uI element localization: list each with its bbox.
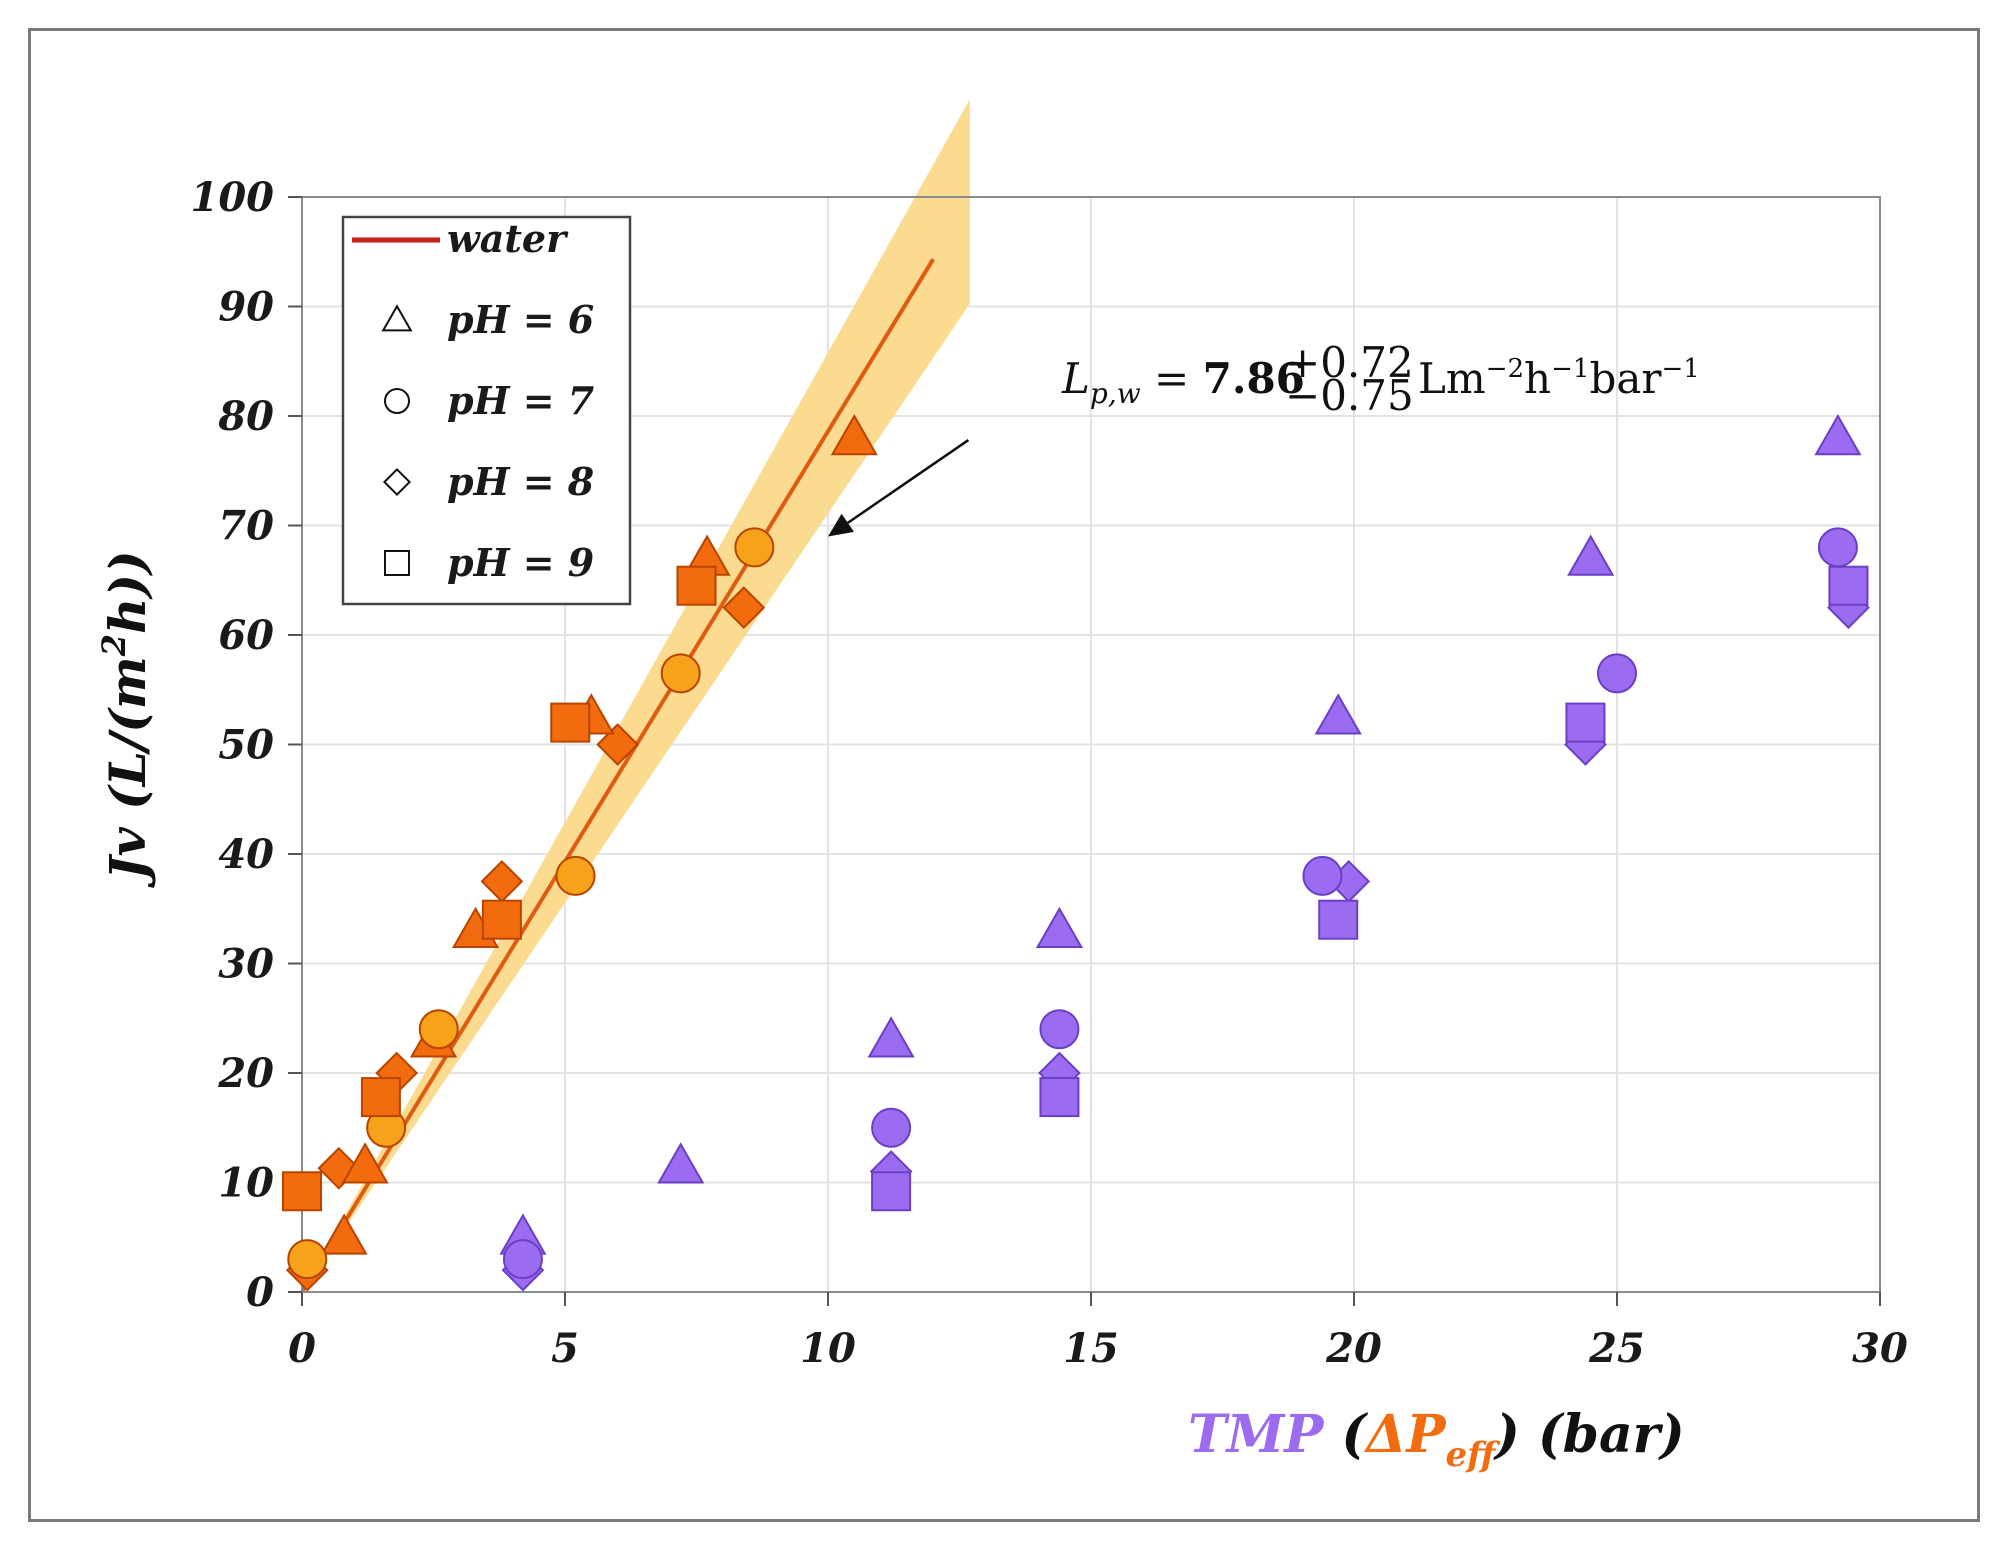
annotation-unit-exp1: −2 [1486,354,1524,384]
legend-marker-square [384,550,410,576]
x-tick-label-20: 20 [1325,1325,1382,1372]
point-tmp-square-0 [871,1171,912,1212]
y-tick-label-40: 40 [218,831,274,878]
y-axis-label-end: h)) [98,550,157,634]
y-axis-label: Jv (L/(m2h)) [95,550,157,888]
point-δpeff-circle-2 [418,1009,459,1050]
x-tick-label-10: 10 [800,1325,856,1372]
fit-line-water [300,258,935,1294]
legend-markers [381,304,413,576]
annotation-equals: = [1141,354,1203,403]
point-tmp-triangle-1 [657,1142,705,1184]
confidence-band-group [300,98,971,1294]
point-δpeff-square-2 [481,899,522,940]
y-tick-label-60: 60 [218,612,274,659]
point-tmp-circle-5 [1817,527,1858,568]
legend-label-ph6: pH = 6 [447,297,594,342]
x-axis-label: TMP (ΔPeff) (bar) [1188,1404,1685,1475]
point-tmp-circle-2 [1039,1009,1080,1050]
point-δpeff-circle-0 [287,1239,328,1280]
y-axis-label-sup: 2 [95,634,133,657]
x-tick-label-30: 30 [1852,1325,1908,1372]
annotation-unit-lm: Lm [1418,354,1486,403]
x-axis-label-open: ( [1323,1404,1368,1465]
y-tick-label-20: 20 [217,1050,274,1097]
x-axis-label-close: ) [1493,1404,1520,1465]
x-tick-label-15: 15 [1063,1325,1119,1372]
legend-marker-circle [384,388,410,414]
y-tick-label-90: 90 [218,284,274,331]
point-tmp-square-4 [1828,565,1869,606]
point-δpeff-circle-3 [555,855,596,896]
point-δpeff-diamond-3 [480,860,524,903]
point-δpeff-diamond-4 [596,723,639,766]
annotation-symbol: L [1061,354,1090,403]
legend-marker-triangle [381,304,413,332]
point-tmp-circle-3 [1302,855,1343,896]
annotation-minus: −0.75 [1285,371,1414,420]
point-δpeff-circle-4 [660,653,701,694]
annotation-unit-exp2: −1 [1551,354,1589,384]
legend: water pH = 6 pH = 7 pH = 8 pH = 9 [341,215,632,606]
y-tick-label-70: 70 [218,503,274,550]
annotation-unit-bar: bar [1589,354,1662,403]
annotation-arrow-head [828,513,855,537]
point-δpeff-triangle-1 [341,1142,389,1184]
point-tmp-circle-0 [502,1239,543,1280]
annotation-unit-h: h [1524,354,1551,403]
point-δpeff-square-3 [550,702,591,743]
y-tick-label-50: 50 [218,722,274,769]
annotation-arrow-line [847,439,970,524]
x-tick-label-25: 25 [1588,1325,1645,1372]
point-tmp-circle-4 [1597,653,1637,694]
y-tick-label-100: 100 [191,174,275,221]
y-tick-label-0: 0 [246,1269,274,1316]
point-δpeff-diamond-5 [722,586,766,629]
point-δpeff-triangle-0 [320,1213,368,1255]
point-tmp-circle-1 [871,1107,912,1148]
point-tmp-square-3 [1565,702,1606,743]
annotation-unit-exp3: −1 [1661,354,1699,384]
legend-marker-diamond [382,467,412,497]
y-tick-label-80: 80 [217,393,274,440]
y-tick-label-10: 10 [218,1160,274,1207]
point-δpeff-triangle-6 [830,414,878,456]
point-δpeff-square-4 [676,565,717,606]
point-tmp-triangle-2 [867,1016,915,1058]
y-axis-label-main: Jv (L/(m [98,656,157,888]
legend-label-ph8: pH = 8 [447,459,594,504]
x-axis-label-delta-p: ΔP [1363,1404,1447,1465]
confidence-band [302,98,971,1293]
annotation-units: Lm−2h−1bar−1 [1418,354,1700,403]
point-δpeff-circle-5 [734,527,775,568]
annotation-text: Lp,w = 7.86 [1061,354,1305,410]
annotation-subscript: p,w [1090,377,1141,410]
x-axis-label-tmp: TMP [1188,1404,1325,1465]
point-tmp-square-2 [1318,899,1359,940]
point-tmp-triangle-3 [1035,906,1084,949]
legend-label-water: water [447,216,569,261]
point-δpeff-square-0 [282,1171,322,1212]
axis-ticks: 0 10 20 30 40 50 60 70 80 90 100 0 5 10 15 20 25 30 [191,174,1908,1372]
annotation-value: 7.86 [1203,354,1305,403]
point-tmp-square-1 [1039,1077,1080,1118]
data-points [282,414,1870,1292]
slope-annotation: Lp,w = 7.86 +0.72 −0.75 Lm−2h−1bar−1 [828,338,1700,537]
x-tick-label-0: 0 [288,1325,316,1372]
legend-label-ph9: pH = 9 [447,540,594,585]
point-tmp-triangle-5 [1567,534,1615,576]
legend-label-ph7: pH = 7 [447,378,594,423]
x-axis-label-unit: (bar) [1520,1404,1685,1465]
annotation-plus: +0.72 [1285,338,1414,387]
y-tick-label-30: 30 [218,941,274,988]
x-tick-label-5: 5 [551,1325,579,1372]
point-δpeff-square-1 [360,1077,401,1118]
point-tmp-triangle-4 [1314,693,1362,735]
point-tmp-triangle-6 [1814,414,1862,456]
x-axis-label-subscript: eff [1446,1435,1502,1475]
